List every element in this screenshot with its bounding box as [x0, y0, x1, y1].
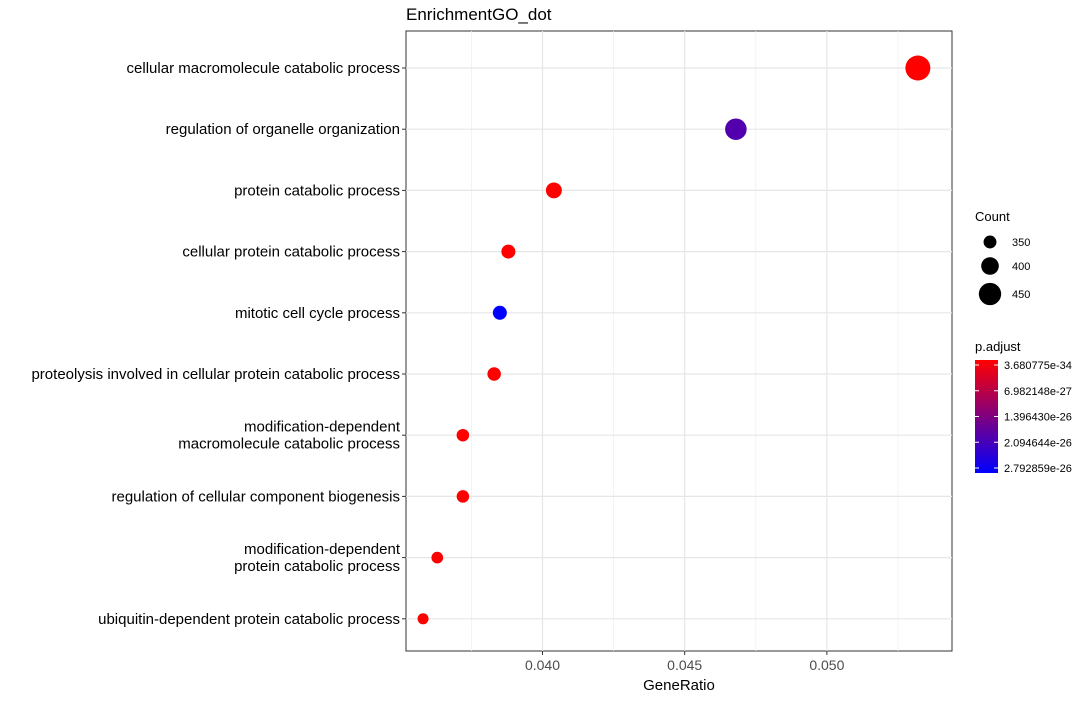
y-tick-label: protein catabolic process — [234, 182, 400, 199]
y-tick-label: modification-dependent protein catabolic … — [234, 541, 401, 575]
data-point — [501, 244, 516, 259]
y-tick-label: cellular macromolecule catabolic process — [127, 60, 400, 77]
colorbar-label: 3.680775e-34 — [1004, 360, 1072, 372]
data-point — [456, 490, 470, 503]
colorbar-label: 2.792859e-26 — [1004, 463, 1072, 475]
data-point — [431, 551, 444, 564]
count-legend-title: Count — [975, 209, 1010, 224]
x-axis-title: GeneRatio — [643, 677, 715, 694]
y-tick-label: ubiquitin-dependent protein catabolic pr… — [98, 611, 400, 628]
y-tick-label: regulation of organelle organization — [166, 121, 400, 138]
size-legend-label: 400 — [1012, 261, 1030, 273]
x-tick-label: 0.050 — [809, 657, 844, 673]
data-point — [905, 55, 931, 81]
x-axis-ticks: 0.040 0.045 0.050 — [525, 651, 845, 673]
x-tick-label: 0.045 — [667, 657, 702, 673]
size-legend-key — [983, 235, 997, 249]
y-tick-label: cellular protein catabolic process — [182, 244, 400, 261]
data-point — [417, 613, 429, 625]
size-legend-key — [981, 257, 999, 275]
y-axis-labels: cellular macromolecule catabolic process… — [31, 60, 406, 628]
data-point — [545, 182, 562, 199]
data-point — [492, 305, 507, 320]
data-points — [417, 55, 931, 625]
data-point — [725, 118, 747, 140]
p-adjust-legend: p.adjust 3.680775e-34 6.982148e-27 1.39643… — [975, 339, 1072, 475]
y-tick-label: regulation of cellular component biogene… — [111, 488, 400, 505]
x-tick-label: 0.040 — [525, 657, 560, 673]
y-tick-label: modification-dependent macromolecule cata… — [178, 419, 401, 453]
colorbar-label: 6.982148e-27 — [1004, 386, 1072, 398]
chart-title: EnrichmentGO_dot — [406, 5, 552, 24]
y-tick-label: mitotic cell cycle process — [235, 305, 400, 322]
data-point — [487, 367, 501, 381]
colorbar-label: 1.396430e-26 — [1004, 412, 1072, 424]
size-legend-key — [978, 282, 1002, 306]
p-adjust-legend-title: p.adjust — [975, 339, 1021, 354]
count-legend: Count 350 400 450 — [975, 209, 1030, 306]
y-tick-label: proteolysis involved in cellular protein… — [31, 366, 400, 383]
plot-panel — [405, 30, 953, 652]
p-adjust-colorbar — [975, 360, 998, 473]
size-legend-label: 450 — [1012, 289, 1030, 301]
size-legend-label: 350 — [1012, 237, 1030, 249]
data-point — [456, 428, 470, 442]
colorbar-label: 2.094644e-26 — [1004, 437, 1072, 449]
